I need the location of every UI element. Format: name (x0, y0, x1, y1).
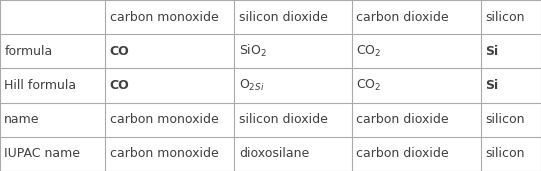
Text: CO: CO (109, 79, 129, 92)
Text: carbon monoxide: carbon monoxide (109, 113, 218, 126)
Text: Si: Si (485, 79, 498, 92)
Text: carbon monoxide: carbon monoxide (109, 147, 218, 160)
Text: silicon: silicon (485, 11, 525, 24)
Text: silicon dioxide: silicon dioxide (239, 113, 328, 126)
Text: IUPAC name: IUPAC name (4, 147, 80, 160)
Text: carbon dioxide: carbon dioxide (356, 147, 448, 160)
Text: Hill formula: Hill formula (4, 79, 76, 92)
Text: carbon dioxide: carbon dioxide (356, 11, 448, 24)
Text: dioxosilane: dioxosilane (239, 147, 309, 160)
Text: SiO$_{2}$: SiO$_{2}$ (239, 43, 267, 59)
Text: name: name (4, 113, 40, 126)
Text: silicon dioxide: silicon dioxide (239, 11, 328, 24)
Text: carbon monoxide: carbon monoxide (109, 11, 218, 24)
Text: Si: Si (485, 45, 498, 58)
Text: CO: CO (109, 45, 129, 58)
Text: CO$_{2}$: CO$_{2}$ (356, 78, 381, 93)
Text: silicon: silicon (485, 147, 525, 160)
Text: CO$_{2}$: CO$_{2}$ (356, 44, 381, 59)
Text: carbon dioxide: carbon dioxide (356, 113, 448, 126)
Text: silicon: silicon (485, 113, 525, 126)
Text: formula: formula (4, 45, 52, 58)
Text: O$_{2Si}$: O$_{2Si}$ (239, 78, 264, 93)
